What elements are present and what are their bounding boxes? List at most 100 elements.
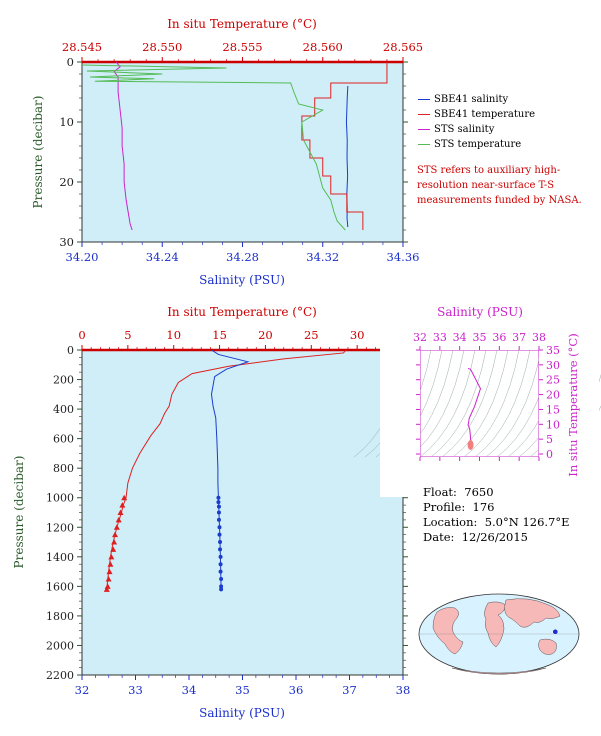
legend-label: STS temperature xyxy=(434,139,522,150)
temperature-tick-label: 30 xyxy=(350,328,365,342)
main-pressure-axis: 0 200 400 600 800 1000 1200 1400 1600 1800 2000 220… xyxy=(46,344,408,682)
map-land-australia xyxy=(538,638,557,655)
main-pressure-axis-title: Pressure (decibar) xyxy=(12,456,26,569)
legend-item-sts-salinity: STS salinity xyxy=(418,122,535,137)
temperature-tick-label: 10 xyxy=(166,328,181,342)
salinity-tick-label: 33 xyxy=(128,683,143,697)
temperature-marker xyxy=(103,586,110,592)
pressure-tick-label: 1200 xyxy=(46,521,74,534)
legend-swatch xyxy=(418,129,430,130)
profile-label: Profile: xyxy=(423,500,466,514)
temperature-tick-label: 20 xyxy=(258,328,273,342)
top-pressure-axis: 0 10 20 30 xyxy=(59,55,408,249)
salinity-marker xyxy=(219,576,224,581)
temperature-marker xyxy=(119,502,126,508)
salinity-marker xyxy=(216,517,221,522)
pressure-tick-label: 2000 xyxy=(46,639,74,652)
pressure-tick-label: 30 xyxy=(59,235,74,249)
salinity-marker xyxy=(216,500,221,505)
date-label: Date: xyxy=(423,530,455,544)
ts-plot-area xyxy=(419,349,540,458)
top-salinity-axis-title: Salinity (PSU) xyxy=(199,273,285,287)
legend-label: STS salinity xyxy=(434,124,495,135)
map-land-antarctica xyxy=(451,667,547,675)
salinity-tick-label: 34.36 xyxy=(387,250,420,264)
salinity-marker xyxy=(218,569,223,574)
world-map xyxy=(418,593,580,675)
top-legend: SBE41 salinity SBE41 temperature STS sal… xyxy=(418,92,535,152)
main-panel: 0 5 10 15 20 25 30 35 32 33 34 35 36 37 38 0 200 400 600… xyxy=(12,305,410,720)
ts-salinity-tick-label: 35 xyxy=(473,331,487,344)
ts-mask-top xyxy=(420,310,539,350)
ts-salinity-tick-label: 34 xyxy=(453,331,467,344)
legend-swatch xyxy=(418,99,430,100)
ts-temperature-tick-label: 15 xyxy=(546,403,560,416)
temperature-marker xyxy=(117,509,124,515)
ts-temperature-tick-label: 10 xyxy=(546,418,560,431)
salinity-marker xyxy=(216,495,221,500)
ts-temperature-tick-label: 30 xyxy=(546,359,560,372)
temperature-marker xyxy=(115,516,122,523)
pressure-tick-label: 200 xyxy=(53,374,74,387)
main-plot-area xyxy=(81,349,404,676)
float-row: Float: 7650 xyxy=(423,485,570,500)
temperature-marker xyxy=(112,531,119,538)
ts-salinity-tick-label: 33 xyxy=(433,331,447,344)
salinity-tick-label: 35 xyxy=(235,683,250,697)
temperature-marker xyxy=(108,553,115,560)
salinity-tick-label: 34.32 xyxy=(306,250,339,264)
pressure-tick-label: 0 xyxy=(67,344,74,357)
date-row: Date: 12/26/2015 xyxy=(423,530,570,545)
map-land-americas xyxy=(432,607,464,655)
salinity-marker xyxy=(216,510,221,515)
density-contour xyxy=(419,349,476,458)
pressure-tick-label: 1400 xyxy=(46,551,74,564)
main-series-group xyxy=(103,349,347,592)
legend-item-sbe41-temperature: SBE41 temperature xyxy=(418,107,535,122)
date-value: 12/26/2015 xyxy=(461,530,528,544)
ts-mask-left xyxy=(380,310,420,497)
ts-salinity-axis-title: Salinity (PSU) xyxy=(437,305,523,319)
temperature-tick-label: 0 xyxy=(78,328,85,342)
legend-label: SBE41 temperature xyxy=(434,109,536,120)
top-pressure-axis-title: Pressure (decibar) xyxy=(31,96,45,209)
density-contour xyxy=(441,349,498,458)
float-value: 7650 xyxy=(464,485,494,499)
salinity-tick-label: 32 xyxy=(75,683,90,697)
ts-temperature-tick-label: 5 xyxy=(546,433,553,446)
temperature-tick-label: 25 xyxy=(304,328,319,342)
pressure-tick-label: 1600 xyxy=(46,580,74,593)
legend-label: SBE41 salinity xyxy=(434,94,509,105)
top-temperature-axis-title: In situ Temperature (°C) xyxy=(167,17,317,31)
ts-density-contours xyxy=(353,310,601,497)
salinity-tick-label: 34.20 xyxy=(66,250,99,264)
pressure-tick-label: 400 xyxy=(53,403,74,416)
salinity-marker xyxy=(219,587,224,592)
main-salinity-axis: 32 33 34 35 36 37 38 xyxy=(75,675,410,697)
ts-deep-cluster xyxy=(467,440,474,451)
temperature-tick-label: 5 xyxy=(124,328,131,342)
ts-salinity-tick-label: 36 xyxy=(492,331,506,344)
top-series-group xyxy=(81,61,388,231)
ts-mask-right xyxy=(539,310,599,497)
ts-temperature-tick-label: 35 xyxy=(546,344,560,357)
profile-value: 176 xyxy=(472,500,495,514)
salinity-marker xyxy=(217,532,222,537)
temperature-tick-label: 15 xyxy=(212,328,227,342)
salinity-tick-label: 36 xyxy=(289,683,304,697)
density-contour xyxy=(452,349,509,458)
salinity-marker xyxy=(218,554,223,559)
series-line-sts-temperature xyxy=(81,64,346,231)
legend-swatch xyxy=(418,144,430,145)
temperature-tick-label: 28.560 xyxy=(303,40,343,54)
top-temperature-axis: 28.545 28.550 28.555 28.560 28.565 xyxy=(62,40,423,64)
ts-salinity-axis: 32 33 34 35 36 37 38 xyxy=(413,331,546,461)
pressure-tick-label: 600 xyxy=(53,433,74,446)
salinity-marker xyxy=(217,525,222,530)
ts-temperature-tick-label: 25 xyxy=(546,374,560,387)
pressure-tick-label: 10 xyxy=(59,115,74,129)
